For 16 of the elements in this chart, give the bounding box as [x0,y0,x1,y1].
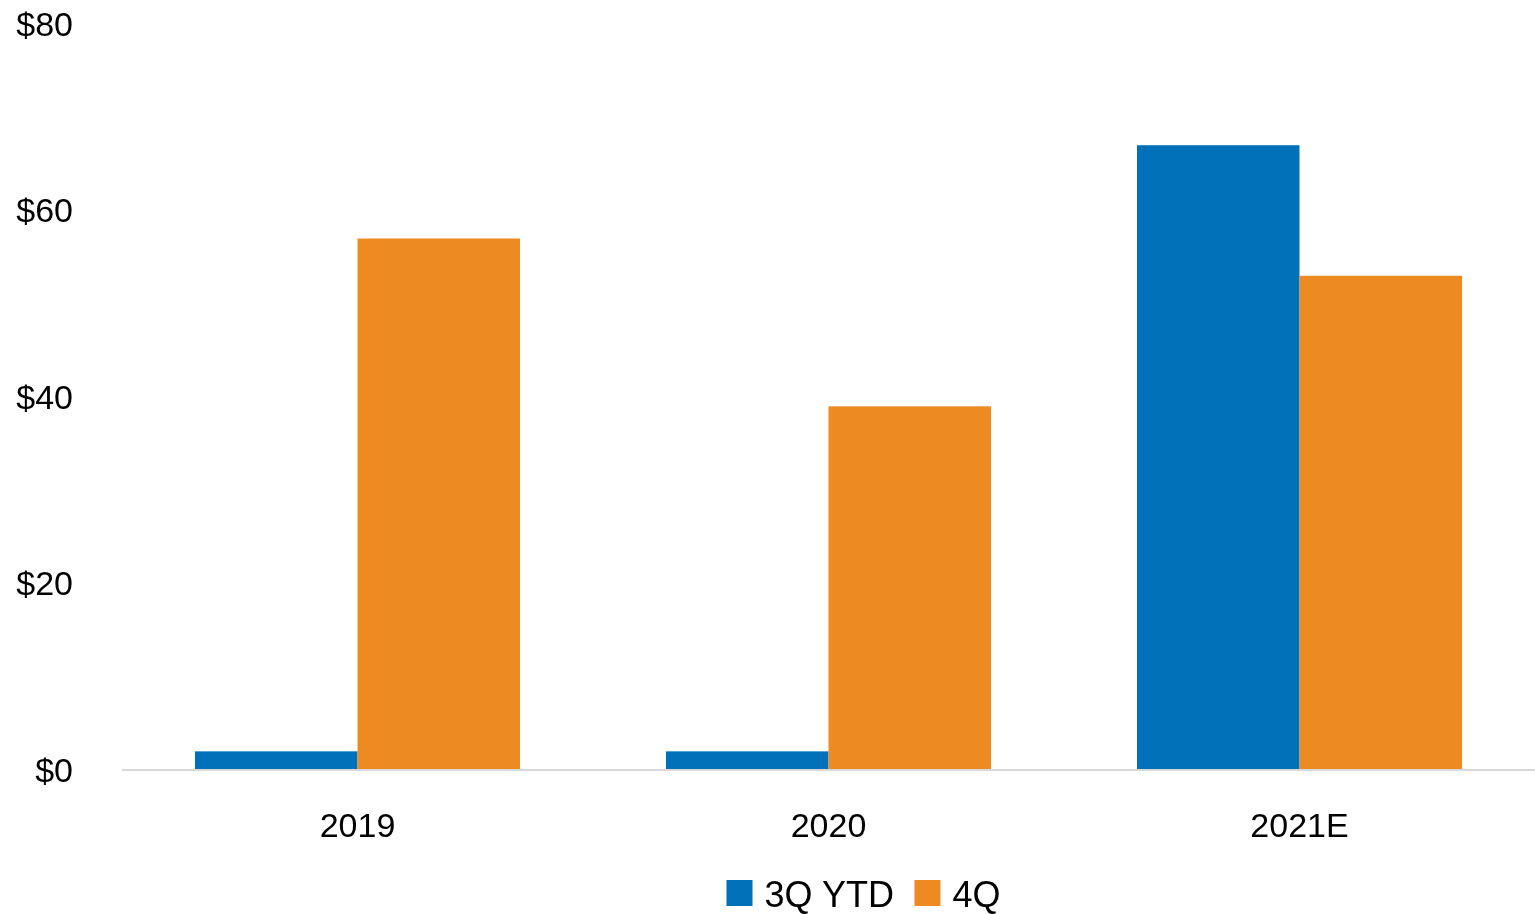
bar [357,238,520,770]
legend-label: 3Q YTD [764,873,894,914]
x-tick-label: 2019 [319,805,396,844]
y-tick-label: $60 [16,191,73,230]
y-tick-label: $20 [16,564,73,603]
legend-label: 4Q [952,873,1001,914]
x-tick-label: 2021E [1250,805,1349,844]
x-tick-label: 2020 [790,805,867,844]
y-tick-label: $80 [16,4,73,43]
bar [195,751,358,770]
bar [1137,145,1300,770]
bar [666,751,829,770]
y-tick-label: $40 [16,377,73,416]
bar [828,406,991,770]
bar [1299,275,1462,770]
y-tick-label: $0 [35,750,73,789]
